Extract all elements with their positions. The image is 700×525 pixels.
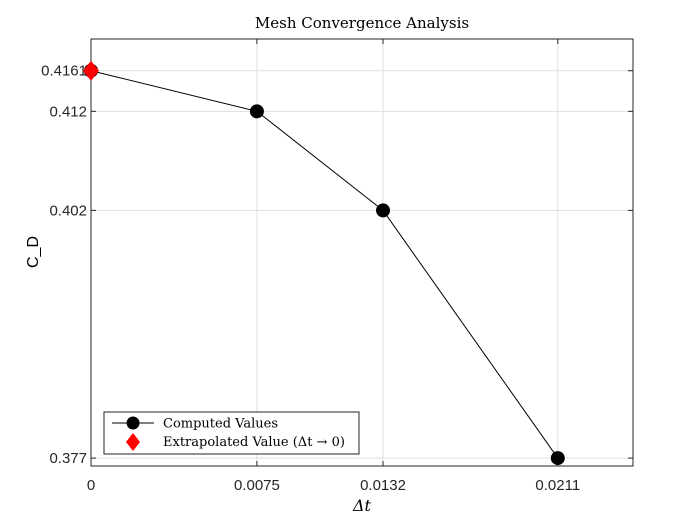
y-tick-label-1: 0.402 xyxy=(49,202,87,219)
x-tick-label-3: 0.0211 xyxy=(535,477,580,494)
plot-area xyxy=(91,39,633,466)
x-tick-label-2: 0.0132 xyxy=(360,477,406,494)
legend-marker-extrapolated xyxy=(126,433,140,451)
chart-title: Mesh Convergence Analysis xyxy=(255,14,469,32)
legend-box xyxy=(103,411,360,455)
computed-series-line xyxy=(90,70,559,459)
y-tick-label-2: 0.412 xyxy=(49,103,87,120)
x-axis-label: Δt xyxy=(352,496,372,515)
legend-label-computed: Computed Values xyxy=(163,417,278,432)
computed-point-3 xyxy=(550,451,565,466)
y-tick-label-0: 0.377 xyxy=(49,450,87,467)
legend-label-extrapolated: Extrapolated Value (Δt → 0) xyxy=(163,435,345,450)
series xyxy=(83,60,565,466)
axes xyxy=(90,38,634,467)
legend-marker-computed xyxy=(126,416,140,430)
extrapolated-point-0 xyxy=(83,60,99,81)
legend: Computed Values Extrapolated Value (Δt →… xyxy=(103,411,360,455)
computed-point-2 xyxy=(376,203,391,218)
axes-box xyxy=(90,38,634,467)
computed-point-1 xyxy=(249,104,264,119)
y-tick-label-3: 0.4161 xyxy=(41,63,87,80)
y-axis-label: C_D xyxy=(25,236,42,268)
x-tick-label-1: 0.0075 xyxy=(234,477,280,494)
x-tick-label-0: 0 xyxy=(87,477,95,494)
